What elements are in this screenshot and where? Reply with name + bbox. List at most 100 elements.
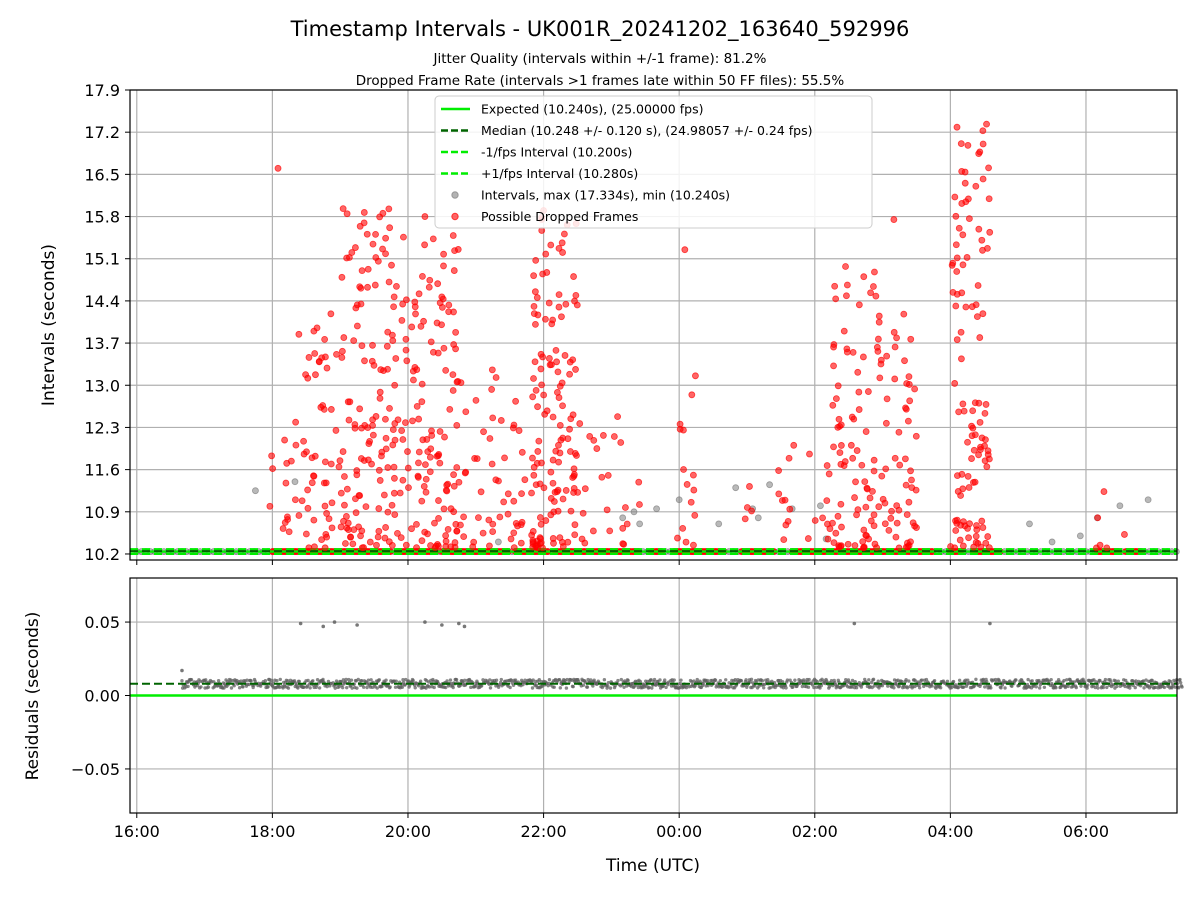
dropped-frame-point <box>883 352 891 360</box>
dropped-frame-point <box>556 421 564 429</box>
dropped-frame-point <box>529 454 536 462</box>
dropped-frame-point <box>489 520 497 528</box>
dropped-frame-point <box>959 231 967 239</box>
residual-point <box>1162 685 1167 690</box>
dropped-frame-point <box>905 373 913 381</box>
dropped-frame-point <box>891 454 899 462</box>
dropped-frame-point <box>970 479 977 486</box>
dropped-frame-point <box>311 452 319 460</box>
residual-point <box>317 686 322 690</box>
dropped-frame-point <box>346 398 354 406</box>
dropped-frame-point <box>844 540 852 548</box>
dropped-frame-point <box>676 425 684 433</box>
dropped-frame-point <box>837 442 845 449</box>
dropped-frame-point <box>979 310 987 318</box>
residual-point <box>469 685 473 690</box>
dropped-frame-point <box>318 536 326 544</box>
interval-point <box>754 514 762 522</box>
dropped-frame-point <box>537 365 545 373</box>
dropped-frame-point <box>385 278 393 286</box>
residuals-y-axis-label: Residuals (seconds) <box>23 612 43 781</box>
dropped-frame-point <box>283 513 291 521</box>
dropped-frame-point <box>380 491 388 499</box>
residual-point <box>806 685 811 689</box>
intervals-panel: 10.2 10.9 11.6 12.3 13.0 13.7 14.4 15.1 15.8 16.5… <box>84 81 1180 565</box>
dropped-frame-point <box>509 424 517 432</box>
dropped-frame-point <box>427 445 435 453</box>
dropped-frame-point <box>555 303 563 311</box>
residual-point <box>900 679 904 684</box>
residual-point <box>924 677 929 682</box>
dropped-frame-point <box>365 440 373 448</box>
dropped-frame-point <box>399 436 407 443</box>
dropped-frame-point <box>375 505 383 512</box>
dropped-frame-point <box>870 467 878 475</box>
dropped-frame-point <box>979 175 987 183</box>
residual-outlier <box>332 620 337 624</box>
intervals-axes-frame <box>129 89 1178 561</box>
residual-point <box>606 684 610 688</box>
dropped-frame-point <box>951 380 959 387</box>
dropped-frame-point <box>434 280 442 288</box>
dropped-frame-point <box>784 517 792 525</box>
dropped-frame-point <box>339 205 347 213</box>
dropped-frame-point <box>680 466 687 473</box>
time-x-tick-label: 18:00 <box>249 822 295 841</box>
dropped-frame-point <box>312 371 319 379</box>
dropped-frame-point <box>475 514 482 522</box>
dropped-frame-point <box>446 405 454 413</box>
dropped-frame-point <box>969 424 977 432</box>
dropped-frame-point <box>536 514 544 521</box>
residual-point <box>333 686 337 690</box>
residual-point <box>308 686 312 690</box>
dropped-frame-point <box>510 497 518 505</box>
dropped-frame-point <box>862 531 870 539</box>
dropped-frame-point <box>559 402 566 410</box>
dropped-frame-point <box>875 318 883 326</box>
dropped-frame-point <box>450 267 458 274</box>
dropped-frame-point <box>866 494 874 502</box>
dropped-frame-point <box>418 497 426 505</box>
dropped-frame-point <box>480 428 487 436</box>
dropped-frame-point <box>402 541 410 549</box>
residual-point <box>445 679 449 683</box>
dropped-frame-point <box>982 401 990 408</box>
residual-point <box>356 677 360 682</box>
residual-point <box>1057 680 1062 684</box>
dropped-frame-point <box>501 454 508 462</box>
residual-point <box>1178 680 1183 685</box>
dropped-frame-point <box>972 539 980 546</box>
dropped-frame-point <box>569 356 577 364</box>
residual-point <box>1168 679 1173 684</box>
dropped-frame-point <box>300 437 307 445</box>
dropped-frame-point <box>952 241 960 249</box>
dropped-frame-point <box>390 463 398 471</box>
dropped-frame-point <box>392 355 400 362</box>
dropped-frame-point <box>364 283 371 291</box>
dropped-frame-point <box>863 484 871 492</box>
residual-point <box>393 685 398 689</box>
dropped-frame-point <box>349 540 357 548</box>
dropped-frame-point <box>838 523 845 531</box>
dropped-frame-point <box>555 291 563 299</box>
residual-point <box>650 686 654 690</box>
dropped-frame-point <box>321 458 329 466</box>
dropped-frame-point <box>534 403 541 411</box>
dropped-frame-point <box>444 480 452 488</box>
residual-point <box>974 677 978 682</box>
dropped-frame-point <box>981 457 989 465</box>
residual-point <box>229 686 234 690</box>
dropped-frame-point <box>741 515 749 523</box>
dropped-frame-point <box>517 539 525 547</box>
dropped-frame-point <box>576 420 584 427</box>
dropped-frame-point <box>830 443 837 451</box>
residual-point <box>957 678 962 682</box>
dropped-frame-point <box>292 441 300 449</box>
residual-point <box>981 677 986 682</box>
dropped-frame-point <box>692 372 699 380</box>
dropped-frame-point <box>562 487 570 494</box>
residual-point <box>850 685 854 689</box>
dropped-frame-point <box>1100 488 1108 495</box>
dropped-frame-point <box>382 250 389 258</box>
residual-outlier <box>180 668 184 673</box>
